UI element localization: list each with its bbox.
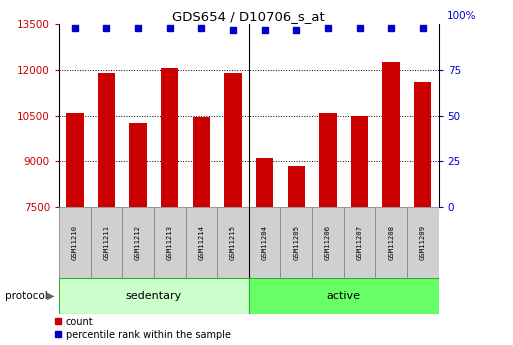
Text: GSM11215: GSM11215	[230, 225, 236, 260]
Bar	[351, 116, 368, 207]
Bar	[256, 158, 273, 207]
Bar	[98, 73, 115, 207]
Bar	[129, 123, 147, 207]
Bar	[186, 207, 217, 278]
Text: GSM11205: GSM11205	[293, 225, 299, 260]
Bar	[59, 207, 91, 278]
Bar	[66, 112, 84, 207]
Title: GDS654 / D10706_s_at: GDS654 / D10706_s_at	[172, 10, 325, 23]
Bar	[193, 117, 210, 207]
Text: GSM11210: GSM11210	[72, 225, 78, 260]
Bar	[249, 207, 281, 278]
Bar	[249, 278, 439, 314]
Bar	[383, 62, 400, 207]
Text: protocol: protocol	[5, 291, 48, 301]
Bar	[288, 166, 305, 207]
Text: ▶: ▶	[47, 291, 54, 301]
Text: active: active	[327, 291, 361, 301]
Bar	[122, 207, 154, 278]
Bar	[376, 207, 407, 278]
Text: GSM11214: GSM11214	[199, 225, 204, 260]
Text: GSM11207: GSM11207	[357, 225, 363, 260]
Bar	[281, 207, 312, 278]
Bar	[161, 68, 179, 207]
Text: GSM11213: GSM11213	[167, 225, 173, 260]
Text: GSM11209: GSM11209	[420, 225, 426, 260]
Bar	[91, 207, 122, 278]
Bar	[217, 207, 249, 278]
Text: sedentary: sedentary	[126, 291, 182, 301]
Text: GSM11204: GSM11204	[262, 225, 268, 260]
Bar	[319, 112, 337, 207]
Text: 100%: 100%	[447, 11, 477, 21]
Bar	[154, 207, 186, 278]
Bar	[344, 207, 376, 278]
Legend: count, percentile rank within the sample: count, percentile rank within the sample	[51, 313, 234, 344]
Text: GSM11212: GSM11212	[135, 225, 141, 260]
Text: GSM11206: GSM11206	[325, 225, 331, 260]
Text: GSM11211: GSM11211	[104, 225, 109, 260]
Bar	[224, 73, 242, 207]
Bar	[312, 207, 344, 278]
Text: GSM11208: GSM11208	[388, 225, 394, 260]
Bar	[59, 278, 249, 314]
Bar	[414, 82, 431, 207]
Bar	[407, 207, 439, 278]
